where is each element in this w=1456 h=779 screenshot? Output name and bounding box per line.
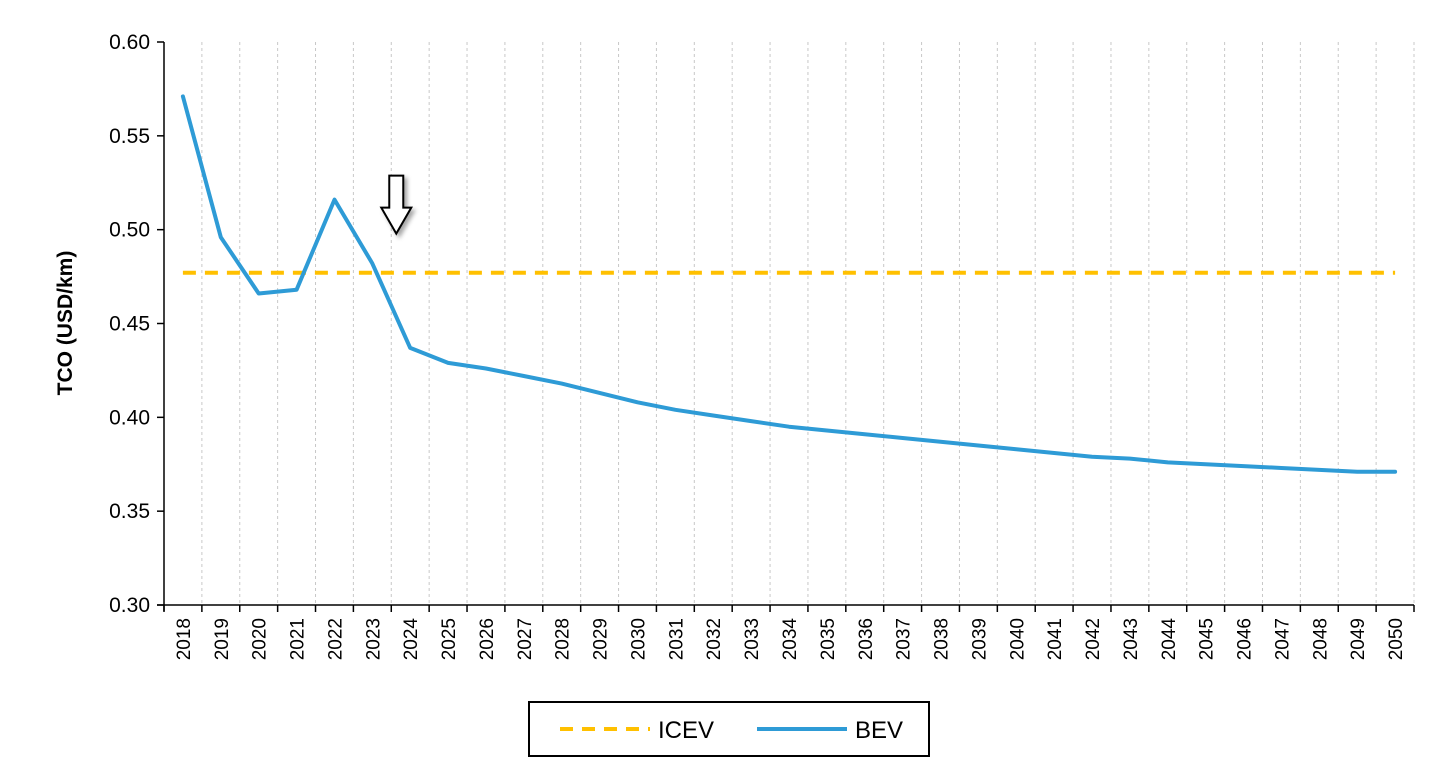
x-tick-label: 2034: [780, 618, 801, 661]
x-tick-label: 2024: [401, 618, 422, 661]
x-tick-label: 2036: [856, 618, 877, 660]
x-tick-label: 2018: [174, 618, 195, 660]
x-tick-label: 2021: [288, 618, 309, 660]
x-axis-ticks: 2018 2019 2020 2021 2022 2023 2024 2025 2026 2027…: [163, 605, 1415, 661]
x-tick-label: 2045: [1197, 618, 1218, 660]
x-tick-label: 2049: [1348, 618, 1369, 660]
x-tick-label: 2047: [1272, 618, 1293, 660]
x-tick-label: 2035: [818, 618, 839, 660]
x-tick-label: 2037: [894, 618, 915, 660]
x-tick-label: 2030: [628, 618, 649, 660]
y-tick-label: 0.35: [109, 500, 150, 523]
x-tick-label: 2044: [1159, 618, 1180, 661]
down-arrow-icon: [379, 174, 414, 236]
y-tick-label: 0.60: [109, 31, 150, 54]
x-tick-label: 2032: [704, 618, 725, 660]
x-tick-label: 2042: [1083, 618, 1104, 660]
y-tick-label: 0.30: [109, 594, 150, 617]
y-tick-label: 0.55: [109, 125, 150, 148]
x-tick-label: 2027: [515, 618, 536, 660]
legend-label-icev: ICEV: [658, 717, 714, 744]
x-tick-label: 2028: [553, 618, 574, 660]
x-tick-label: 2048: [1310, 618, 1331, 660]
axes: [157, 42, 1414, 611]
legend: ICEV BEV: [528, 701, 930, 757]
legend-box: [528, 701, 930, 757]
x-tick-label: 2031: [666, 618, 687, 660]
x-tick-label: 2023: [363, 618, 384, 660]
x-tick-label: 2033: [742, 618, 763, 660]
x-tick-label: 2039: [969, 618, 990, 660]
x-tick-label: 2025: [439, 618, 460, 660]
y-axis-ticks: 0.30 0.35 0.40 0.45 0.50 0.55 0.60: [109, 31, 164, 617]
y-tick-label: 0.45: [109, 313, 150, 336]
x-tick-label: 2043: [1121, 618, 1142, 660]
x-tick-label: 2029: [591, 618, 612, 660]
series: [180, 94, 1398, 474]
y-axis-label: TCO (USD/km): [54, 251, 77, 396]
x-tick-label: 2038: [932, 618, 953, 660]
x-tick-label: 2020: [250, 618, 271, 660]
x-tick-label: 2019: [212, 618, 233, 660]
x-tick-label: 2050: [1386, 618, 1407, 660]
vertical-gridlines: [201, 42, 1415, 605]
x-tick-label: 2046: [1235, 618, 1256, 660]
series-bev-line: [180, 94, 1398, 474]
annotations: [379, 174, 414, 236]
x-tick-label: 2040: [1007, 618, 1028, 660]
legend-label-bev: BEV: [855, 717, 903, 744]
y-tick-label: 0.40: [109, 406, 150, 429]
x-tick-label: 2026: [477, 618, 498, 660]
x-tick-label: 2041: [1045, 618, 1066, 660]
x-tick-label: 2022: [325, 618, 346, 660]
y-tick-label: 0.50: [109, 219, 150, 242]
